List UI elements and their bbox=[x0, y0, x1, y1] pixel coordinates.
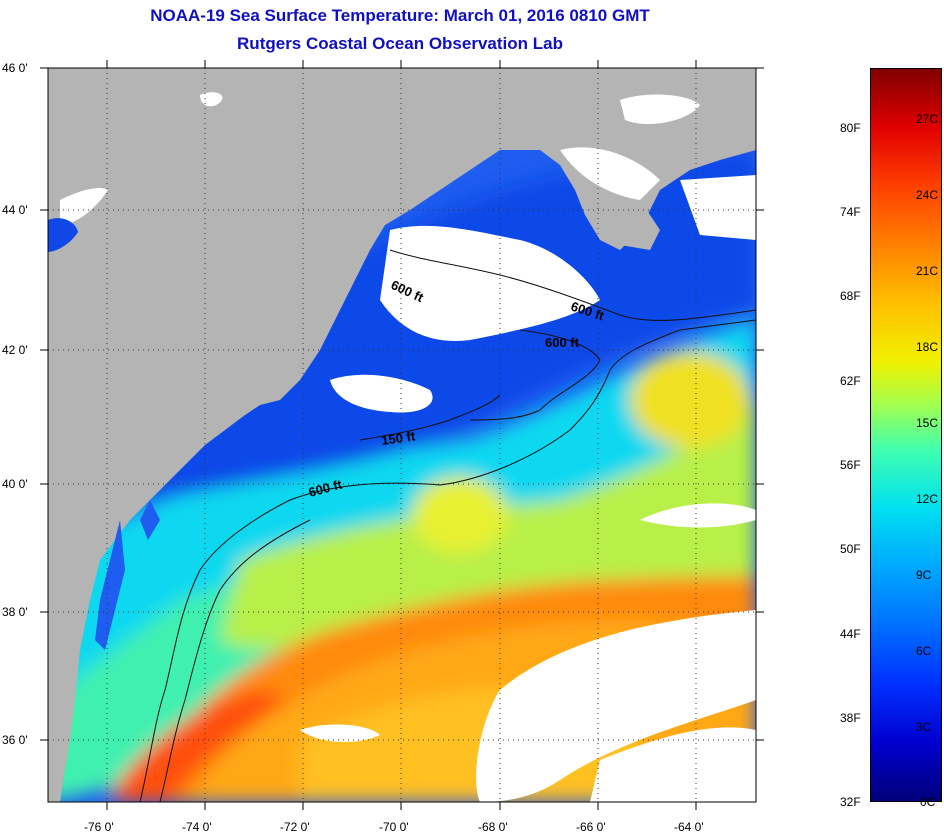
graticule bbox=[48, 68, 756, 802]
lat-label: 40 0' bbox=[2, 477, 28, 491]
colorbar-c-label: 3C bbox=[916, 720, 932, 734]
lat-label: 46 0' bbox=[2, 61, 28, 75]
colorbar-f-label: 62F bbox=[840, 374, 861, 388]
colorbar-f-label: 38F bbox=[840, 711, 861, 725]
colorbar-f-label: 44F bbox=[840, 627, 861, 641]
temperature-colorbar bbox=[870, 68, 942, 802]
lon-label: -66 0' bbox=[576, 820, 606, 834]
colorbar-f-label: 74F bbox=[840, 205, 861, 219]
lon-label: -64 0' bbox=[674, 820, 704, 834]
lon-label: -72 0' bbox=[280, 820, 310, 834]
colorbar-c-label: 9C bbox=[916, 568, 932, 582]
colorbar-c-label: 27C bbox=[916, 112, 939, 126]
cloud-cover bbox=[60, 92, 756, 802]
colorbar-c-label: 24C bbox=[916, 188, 939, 202]
colorbar-c-label: 18C bbox=[916, 340, 939, 354]
colorbar-f-label: 68F bbox=[840, 289, 861, 303]
lon-label: -74 0' bbox=[182, 820, 212, 834]
colorbar-c-label: 12C bbox=[916, 492, 939, 506]
isobath-contours bbox=[139, 249, 756, 802]
colorbar-c-label: 21C bbox=[916, 264, 939, 278]
colorbar-c-label: 15C bbox=[916, 416, 939, 430]
contour-label: 600 ft bbox=[545, 335, 580, 350]
land-area bbox=[48, 68, 756, 802]
colorbar-c-label: 0C bbox=[920, 795, 936, 809]
lat-label: 38 0' bbox=[2, 605, 28, 619]
colorbar-f-label: 50F bbox=[840, 542, 861, 556]
colorbar-c-label: 6C bbox=[916, 644, 932, 658]
colorbar-f-label: 80F bbox=[840, 121, 861, 135]
contour-label: 150 ft bbox=[380, 428, 416, 448]
lon-label: -70 0' bbox=[379, 820, 409, 834]
map-subtitle: Rutgers Coastal Ocean Observation Lab bbox=[237, 34, 563, 53]
map-frame bbox=[47, 67, 757, 803]
colorbar-gradient bbox=[870, 68, 942, 802]
lon-label: -76 0' bbox=[84, 820, 114, 834]
lon-label: -68 0' bbox=[478, 820, 508, 834]
colorbar-f-label: 32F bbox=[840, 795, 861, 809]
lat-label: 36 0' bbox=[2, 733, 28, 747]
lat-label: 42 0' bbox=[2, 343, 28, 357]
lat-label: 44 0' bbox=[2, 203, 28, 217]
map-title: NOAA-19 Sea Surface Temperature: March 0… bbox=[150, 6, 650, 25]
colorbar-f-label: 56F bbox=[840, 458, 861, 472]
bay-water bbox=[95, 520, 125, 650]
